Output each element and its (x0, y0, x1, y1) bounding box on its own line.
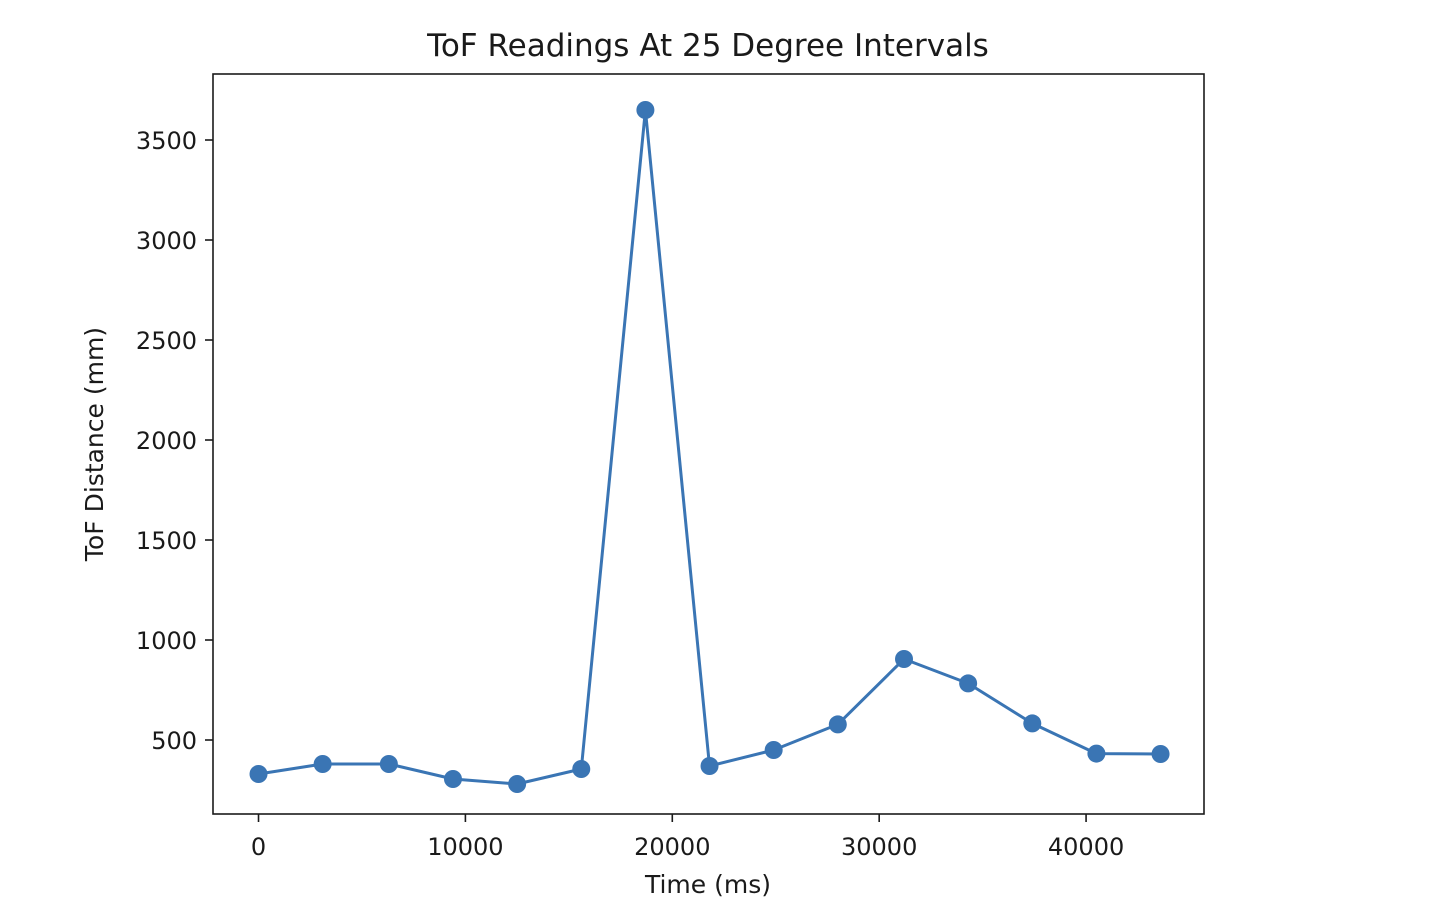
y-tick-label: 500 (151, 727, 197, 755)
y-tick-label: 3000 (136, 227, 197, 255)
data-point (895, 650, 914, 668)
x-tick-label: 20000 (634, 833, 710, 861)
data-point (764, 741, 783, 759)
chart-title: ToF Readings At 25 Degree Intervals (426, 28, 989, 64)
x-axis: 0 10000 20000 30000 40000 (251, 814, 1124, 861)
data-point (508, 775, 527, 793)
data-point (249, 765, 268, 783)
data-point (959, 674, 978, 693)
data-point (1087, 744, 1106, 763)
data-point (700, 757, 719, 775)
data-point (1023, 714, 1042, 733)
plot-frame (212, 73, 1205, 815)
data-point (313, 755, 332, 773)
y-axis: 500 1000 1500 2000 2500 3000 3500 (136, 127, 213, 755)
y-tick-label: 1000 (136, 627, 197, 655)
x-tick-label: 40000 (1048, 833, 1124, 861)
data-point (636, 101, 655, 119)
x-tick-label: 10000 (427, 833, 503, 861)
data-point (1151, 745, 1170, 763)
x-tick-label: 0 (251, 833, 266, 861)
series-line (258, 108, 1161, 786)
y-axis-label: ToF Distance (mm) (80, 327, 109, 562)
data-point (828, 715, 847, 734)
data-point (379, 755, 398, 773)
y-tick-label: 3500 (136, 127, 197, 155)
x-axis-label: Time (ms) (644, 870, 771, 899)
data-point (443, 770, 462, 788)
series-layer (249, 101, 1170, 793)
y-tick-label: 2500 (136, 327, 197, 355)
data-point (572, 760, 591, 778)
x-tick-label: 30000 (841, 833, 917, 861)
y-tick-label: 2000 (136, 427, 197, 455)
y-tick-label: 1500 (136, 527, 197, 555)
